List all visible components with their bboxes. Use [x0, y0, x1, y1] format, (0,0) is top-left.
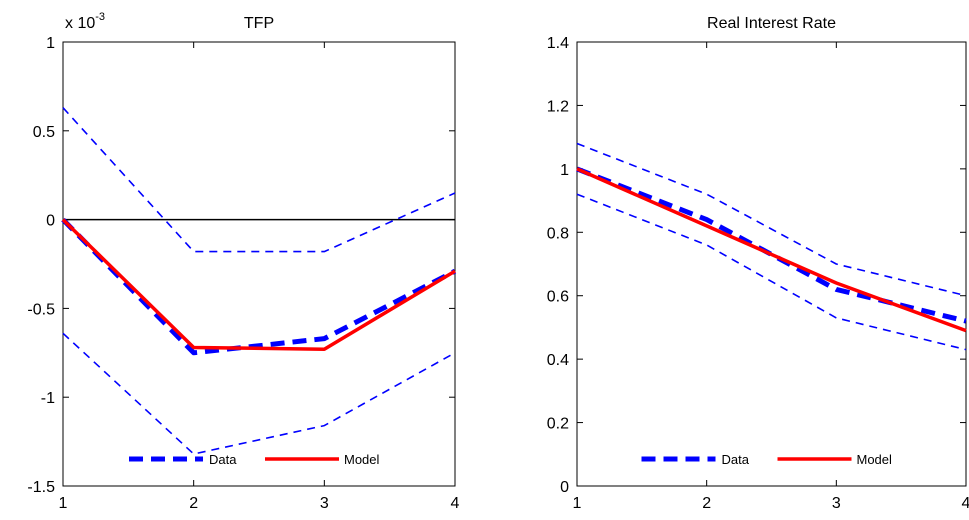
series-line-series-1	[62, 107, 456, 253]
y-tick-label: -1	[41, 390, 55, 407]
series-line-data	[61, 217, 457, 356]
x-tick-label: 4	[451, 495, 460, 512]
x-tick-label: 4	[962, 495, 969, 512]
x-tick-label: 1	[573, 495, 582, 512]
y-tick-label: 0	[46, 213, 55, 230]
y-tick-label: -0.5	[27, 301, 55, 318]
legend-model-label: Model	[857, 452, 893, 467]
axis-exponent-label: x 10-3	[65, 11, 105, 32]
legend-data-label: Data	[722, 452, 750, 467]
legend-data-label: Data	[209, 452, 237, 467]
x-tick-label: 2	[702, 495, 711, 512]
series-line-model	[61, 218, 456, 351]
y-tick-label: 0.2	[547, 416, 569, 433]
chart-title: Real Interest Rate	[707, 15, 836, 32]
x-tick-label: 3	[320, 495, 329, 512]
y-tick-label: 0.4	[547, 352, 569, 369]
series-line-series-2	[62, 332, 456, 455]
x-tick-label: 1	[59, 495, 68, 512]
y-tick-label: 1	[46, 35, 55, 52]
axes-box	[62, 41, 456, 487]
x-tick-label: 3	[832, 495, 841, 512]
chart-title: TFP	[244, 15, 274, 32]
y-tick-label: 1.2	[547, 98, 569, 115]
series-line-model	[576, 167, 967, 333]
series-line-series-2	[576, 193, 967, 351]
legend: Data Model	[129, 452, 380, 467]
y-tick-label: -1.5	[27, 479, 55, 496]
y-tick-label: 0	[560, 479, 569, 496]
series-line-data	[576, 166, 967, 324]
y-tick-label: 0.6	[547, 289, 569, 306]
legend: Data Model	[641, 452, 893, 467]
y-tick-label: 1.4	[547, 35, 569, 52]
x-tick-label: 2	[189, 495, 198, 512]
y-tick-label: 0.8	[547, 225, 569, 242]
y-tick-label: 1	[560, 162, 569, 179]
legend-model-label: Model	[344, 452, 380, 467]
series-line-series-1	[576, 142, 967, 297]
y-tick-label: 0.5	[33, 124, 55, 141]
axes-box	[576, 41, 967, 487]
